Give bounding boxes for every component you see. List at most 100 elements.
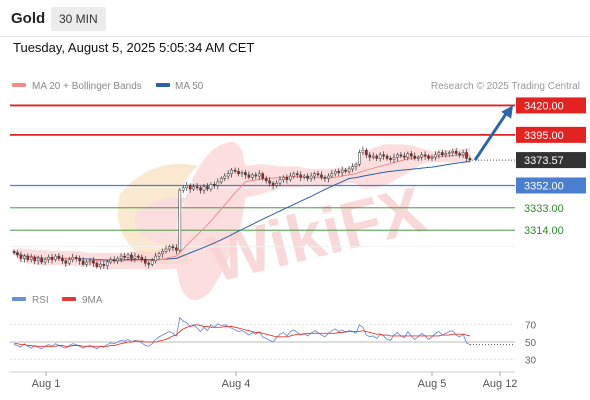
time-tick-label: Aug 4 xyxy=(222,378,251,390)
rsi-line xyxy=(13,316,471,350)
candle-body xyxy=(427,155,430,159)
candle-body xyxy=(299,174,303,178)
candle-body xyxy=(219,178,223,183)
candle-body xyxy=(282,176,285,180)
candle-body xyxy=(306,175,309,179)
candle-body xyxy=(195,186,199,189)
candle-body xyxy=(233,169,237,172)
level-label: 3314.00 xyxy=(524,225,564,237)
rsi-ma-line xyxy=(14,324,471,347)
candle-body xyxy=(378,154,382,159)
candle-body xyxy=(199,187,202,191)
candle-body xyxy=(382,154,385,157)
chart-datetime: Tuesday, August 5, 2025 5:05:34 AM CET xyxy=(13,40,255,55)
candle-body xyxy=(385,155,389,159)
candle-body xyxy=(57,255,61,259)
candle-body xyxy=(223,175,227,179)
candle-body xyxy=(264,178,268,182)
candle-body xyxy=(33,257,37,262)
candle-body xyxy=(133,255,137,259)
candle-body xyxy=(399,154,403,157)
rsi-panel: 70 50 30 xyxy=(10,316,537,366)
ma20-swatch xyxy=(12,83,26,87)
bollinger-band-fill xyxy=(14,141,470,300)
candle-body xyxy=(209,184,213,190)
rsi-tick-label: 30 xyxy=(525,355,537,366)
candle-body xyxy=(109,259,113,263)
candle-body xyxy=(320,174,323,178)
candle-body xyxy=(230,169,233,174)
candle-body xyxy=(389,158,392,160)
level-label: 3395.00 xyxy=(524,130,564,142)
candle-body xyxy=(454,151,458,154)
candle-body xyxy=(213,184,216,186)
candle-body xyxy=(181,187,185,191)
candle-body xyxy=(278,179,282,184)
candle-body xyxy=(71,257,75,260)
candle-body xyxy=(143,259,147,264)
candle-body xyxy=(416,156,420,159)
candle-body xyxy=(23,255,26,259)
rsi-legend-label: RSI xyxy=(32,295,49,306)
forecast-arrow-shaft xyxy=(473,111,509,161)
candle-body xyxy=(147,262,151,265)
candle-body xyxy=(257,173,261,177)
candle-body xyxy=(368,154,372,158)
candle-body xyxy=(351,166,354,170)
candle-body xyxy=(365,149,368,156)
candle-body xyxy=(323,176,327,179)
candle-body xyxy=(26,255,30,260)
ma50-swatch xyxy=(156,83,170,87)
candle-body xyxy=(119,255,123,259)
candle-body xyxy=(268,180,271,184)
candle-body xyxy=(337,171,341,173)
candle-body xyxy=(202,186,206,191)
candle-body xyxy=(437,152,441,156)
level-label: 3333.00 xyxy=(524,203,564,215)
candle-body xyxy=(251,174,254,178)
candle-body xyxy=(92,260,95,264)
candle-body xyxy=(99,264,102,267)
candle-body xyxy=(29,257,33,260)
candle-body xyxy=(54,255,57,260)
candle-body xyxy=(271,182,275,186)
candle-body xyxy=(105,261,109,266)
candle-body xyxy=(40,258,43,263)
candle-body xyxy=(95,262,99,267)
candle-body xyxy=(137,255,140,258)
main-legend: MA 20 + Bollinger Bands MA 50 Research ©… xyxy=(12,81,580,92)
candle-body xyxy=(85,261,88,265)
candle-body xyxy=(247,174,251,178)
candle-body xyxy=(154,255,157,262)
candle-body xyxy=(392,156,396,160)
forecast-arrow xyxy=(473,105,513,161)
candle-body xyxy=(237,171,240,174)
candle-body xyxy=(67,259,71,264)
timeframe-button[interactable]: 30 MIN xyxy=(51,7,106,31)
price-grid xyxy=(10,128,515,248)
candlesticks xyxy=(12,146,472,270)
candle-body xyxy=(354,164,358,167)
candle-body xyxy=(175,247,178,251)
candle-body xyxy=(316,173,320,176)
candle-body xyxy=(254,174,258,177)
candle-body xyxy=(78,258,81,262)
candle-body xyxy=(226,173,230,177)
candle-body xyxy=(123,255,126,258)
symbol-title: Gold xyxy=(11,10,46,27)
candle-body xyxy=(16,252,19,256)
candle-body xyxy=(43,259,47,263)
candle-body xyxy=(50,257,54,260)
candle-body xyxy=(81,260,85,265)
level-label-box xyxy=(516,97,586,114)
candle-body xyxy=(420,154,423,158)
candle-body xyxy=(292,173,296,177)
ma20-legend-label: MA 20 + Bollinger Bands xyxy=(32,81,142,92)
credit-text: Research © 2025 Trading Central xyxy=(431,81,580,92)
candle-body xyxy=(161,251,164,254)
candle-body xyxy=(164,248,168,252)
candle-body xyxy=(358,152,361,165)
candle-body xyxy=(295,173,299,176)
candle-body xyxy=(157,253,161,257)
